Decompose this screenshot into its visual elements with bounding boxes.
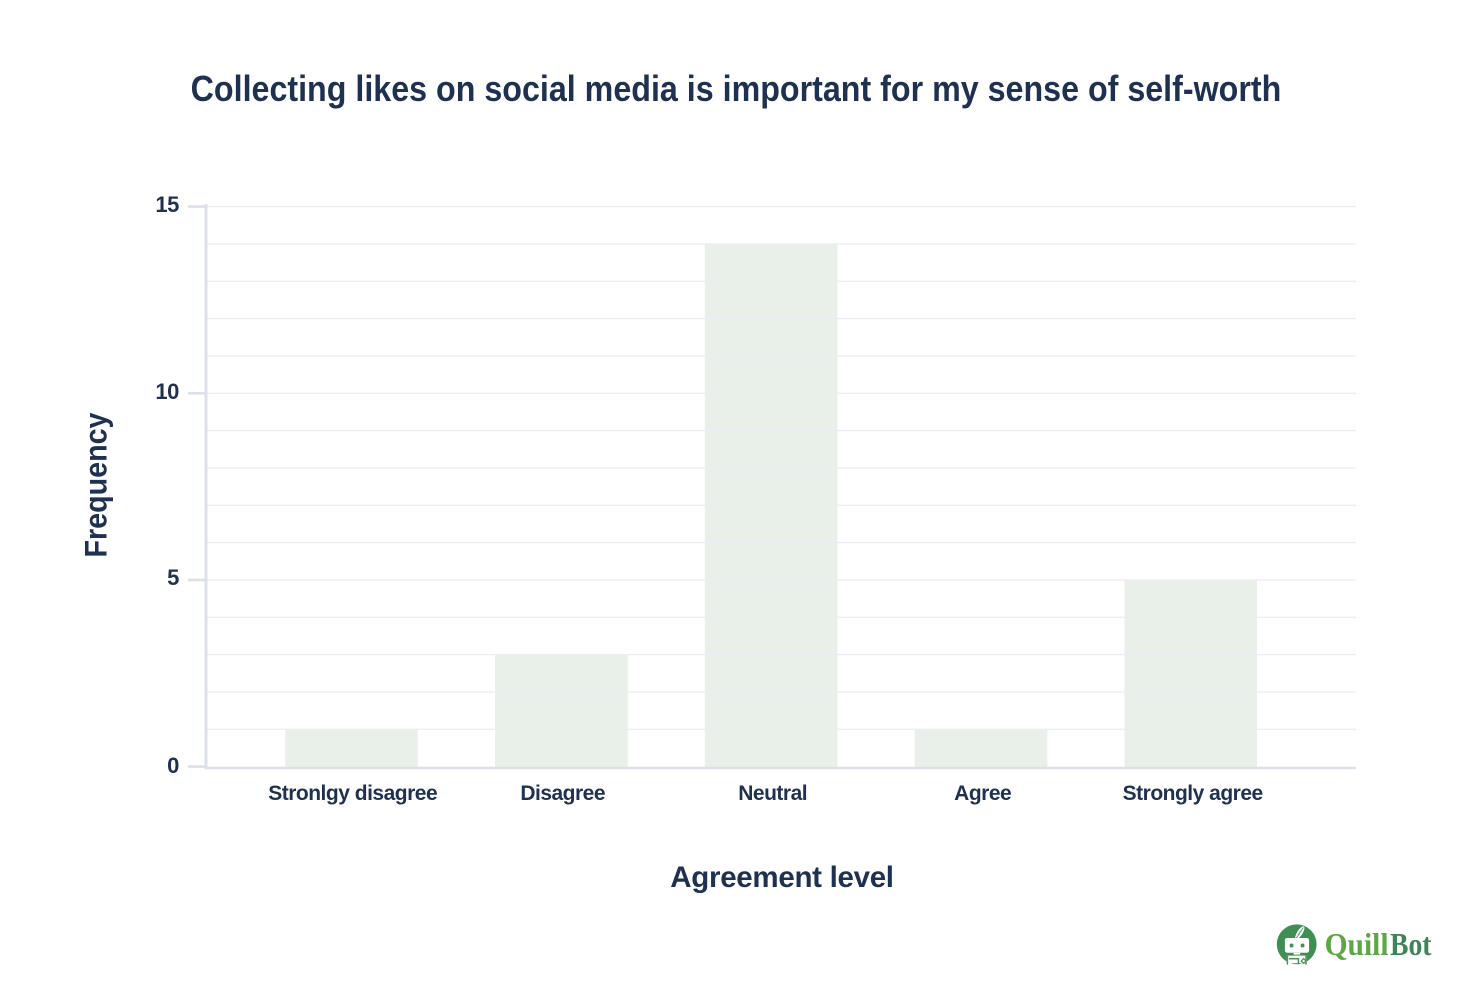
svg-text:Quill: Quill [1325,926,1389,962]
svg-text:Bot: Bot [1390,926,1432,962]
